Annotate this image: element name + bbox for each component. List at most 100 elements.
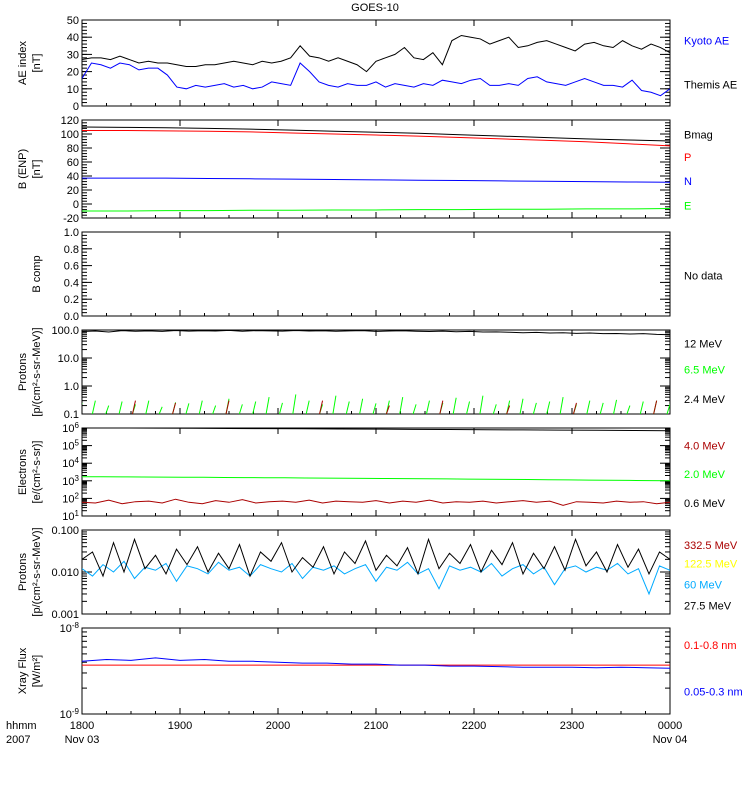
x-tick-date: Nov 03 <box>65 734 100 746</box>
y-tick-label: 20 <box>67 67 79 79</box>
spike-6-5-MeV <box>332 395 337 414</box>
spike-red <box>131 400 136 414</box>
y-axis-label: AE index <box>17 40 29 85</box>
y-tick-label: 105 <box>62 439 79 453</box>
series-line-60-MeV <box>82 560 670 596</box>
spike-6-5-MeV <box>626 405 631 414</box>
y-tick-label: 0.8 <box>64 244 79 256</box>
y-tick-label: 0.1 <box>64 409 79 421</box>
legend-label: 0.05-0.3 nm <box>684 687 743 699</box>
y-tick-label: 102 <box>62 491 79 505</box>
spike-red <box>172 402 177 414</box>
spike-red <box>225 400 230 414</box>
x-tick-label: 1800 <box>70 720 94 732</box>
panel-electrons: 101 102 103 104 105 106 Electrons [e/(cm²-s-sr)… <box>17 421 726 523</box>
spike-6-5-MeV <box>519 398 524 414</box>
y-axis-label: Protons <box>17 353 29 391</box>
spike-red <box>506 405 511 414</box>
y-tick-label: 103 <box>62 474 79 488</box>
spike-6-5-MeV <box>452 397 457 414</box>
y-tick-label: 0.6 <box>64 261 79 273</box>
y-axis-label: Protons <box>17 553 29 591</box>
series-line-2-0-MeV <box>82 476 670 482</box>
spike-6-5-MeV <box>359 398 364 414</box>
legend-label: E <box>684 200 691 212</box>
y-tick-label: 0 <box>73 199 79 211</box>
spike-6-5-MeV <box>532 402 537 414</box>
y-tick-label: 40 <box>67 171 79 183</box>
spike-6-5-MeV <box>265 397 270 414</box>
spike-6-5-MeV <box>666 404 670 414</box>
spike-6-5-MeV <box>372 403 377 414</box>
legend-label: 6.5 MeV <box>684 364 726 376</box>
y-tick-label: 0 <box>73 101 79 113</box>
y-axis-label: [W/m²] <box>31 655 43 687</box>
spike-6-5-MeV <box>305 400 310 414</box>
legend-label: 60 MeV <box>684 580 723 592</box>
series-line-27-5-MeV <box>82 537 670 578</box>
y-tick-label: 0.100 <box>51 525 79 537</box>
y-tick-label: 1.0 <box>64 381 79 393</box>
y-tick-label: 10-9 <box>60 707 80 721</box>
spike-6-5-MeV <box>492 404 497 414</box>
spike-6-5-MeV <box>479 395 484 414</box>
series-line-Kyoto-AE <box>82 62 670 97</box>
legend-label: Kyoto AE <box>684 36 729 48</box>
x-tick-label: 2000 <box>266 720 290 732</box>
spike-red <box>319 400 324 414</box>
y-tick-label: 106 <box>62 421 79 435</box>
chart-title: GOES-10 <box>351 2 399 14</box>
legend-label: Bmag <box>684 130 713 142</box>
y-axis-label: Xray Flux <box>17 647 29 694</box>
spike-6-5-MeV <box>238 404 243 414</box>
y-tick-label: -20 <box>63 213 79 225</box>
y-tick-label: 1.0 <box>64 227 79 239</box>
x-label-year: 2007 <box>6 734 30 746</box>
y-tick-label: 100.0 <box>51 325 79 337</box>
panel-frame <box>81 329 671 415</box>
y-tick-label: 80 <box>67 143 79 155</box>
series-line-4-0-MeV <box>82 498 670 506</box>
y-axis-label: [p/(cm²-s-sr-MeV)] <box>31 527 43 616</box>
y-axis-label: Electrons <box>17 449 29 495</box>
series-line-P <box>82 130 670 147</box>
no-data-label: No data <box>684 271 723 283</box>
panel-frame <box>81 231 671 317</box>
spike-6-5-MeV <box>158 406 163 414</box>
spike-red <box>439 400 444 414</box>
y-tick-label: 120 <box>61 115 79 127</box>
panel-frame <box>81 627 671 715</box>
y-axis-label: [p/(cm²-s-sr-MeV)] <box>31 327 43 416</box>
x-tick-label: 2200 <box>462 720 486 732</box>
x-tick-label: 2300 <box>560 720 584 732</box>
legend-label: 2.0 MeV <box>684 469 726 481</box>
series-line-0-6-MeV <box>82 428 670 432</box>
y-axis-label: [e/(cm²-s-sr)] <box>31 441 43 504</box>
panel-protons_low: 0.1 1.0 10.0 100.0 Protons [p/(cm²-s-sr-MeV)]… <box>17 325 726 421</box>
x-tick-label: 1900 <box>168 720 192 732</box>
spike-6-5-MeV <box>559 397 564 414</box>
legend-label: 2.4 MeV <box>684 394 726 406</box>
y-tick-label: 0.2 <box>64 294 79 306</box>
spike-6-5-MeV <box>546 401 551 414</box>
y-tick-label: 0.001 <box>51 609 79 621</box>
y-tick-label: 20 <box>67 185 79 197</box>
spike-6-5-MeV <box>613 399 618 414</box>
series-line-Bmag <box>82 126 670 142</box>
spike-6-5-MeV <box>105 405 110 414</box>
spike-6-5-MeV <box>466 401 471 414</box>
legend-label: 0.1-0.8 nm <box>684 640 737 652</box>
spike-6-5-MeV <box>252 401 257 414</box>
spike-red <box>385 405 390 414</box>
panel-frame <box>81 19 671 107</box>
legend-label: 122.5 MeV <box>684 559 738 571</box>
spike-6-5-MeV <box>599 402 604 414</box>
panel-frame <box>81 529 671 615</box>
y-axis-label: [nT] <box>31 54 43 73</box>
series-line-12-MeV <box>82 330 670 336</box>
spike-red <box>572 402 577 414</box>
x-tick-label: 2100 <box>364 720 388 732</box>
x-tick-date: Nov 04 <box>653 734 688 746</box>
legend-label: 4.0 MeV <box>684 441 726 453</box>
